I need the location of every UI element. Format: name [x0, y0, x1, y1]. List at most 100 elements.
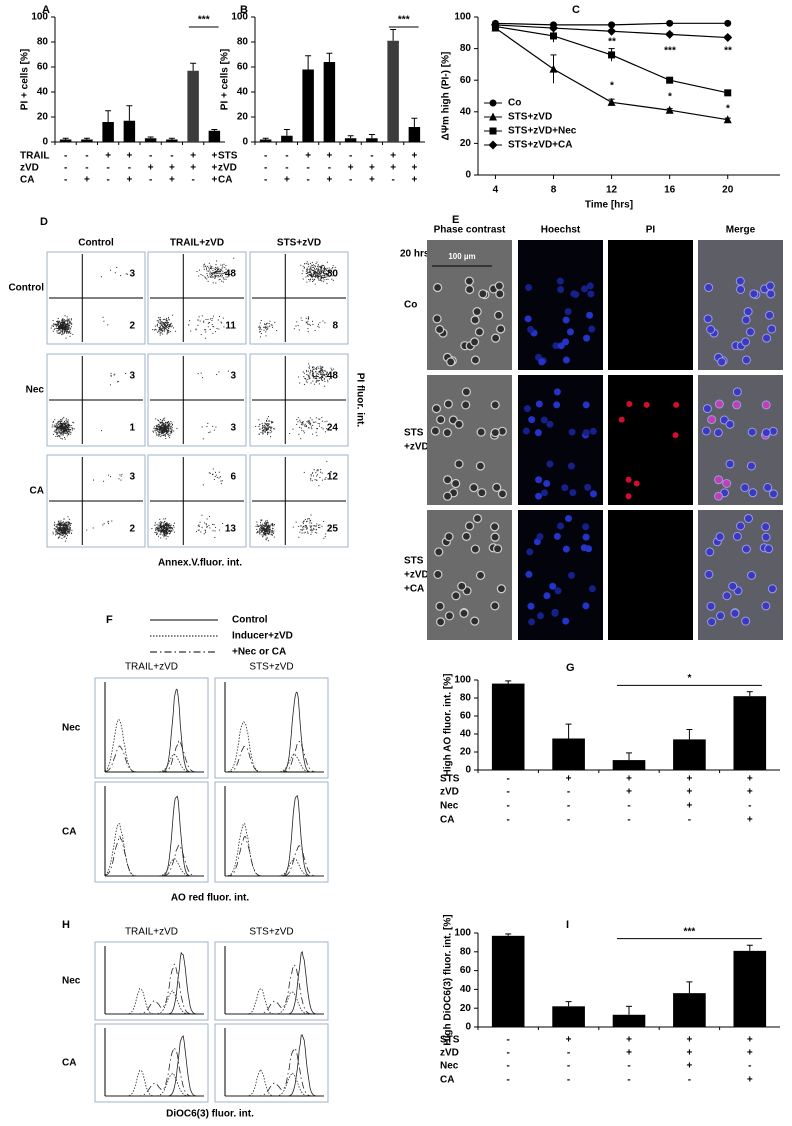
- cell: [461, 531, 472, 541]
- dot: [159, 533, 161, 535]
- dot: [158, 420, 160, 422]
- condition-sign: +: [747, 1035, 753, 1046]
- dot: [61, 327, 63, 329]
- histogram-curve: [225, 740, 324, 773]
- dot: [264, 523, 266, 525]
- dot: [306, 421, 308, 423]
- cell: [461, 400, 471, 410]
- dot: [317, 274, 319, 276]
- dot: [168, 529, 170, 531]
- dot: [64, 526, 66, 528]
- condition-sign: -: [264, 163, 267, 174]
- dot: [66, 425, 68, 427]
- dot: [167, 525, 169, 527]
- dot: [295, 325, 297, 327]
- dot: [225, 271, 227, 273]
- dot: [324, 374, 326, 376]
- dot: [70, 431, 72, 433]
- dot: [63, 416, 65, 418]
- dot: [166, 525, 168, 527]
- nucleus: [585, 545, 593, 553]
- dot: [325, 273, 327, 275]
- dot: [316, 368, 318, 370]
- dot: [218, 471, 220, 473]
- dot: [169, 325, 171, 327]
- dot: [162, 431, 164, 433]
- dot: [51, 325, 53, 327]
- dot: [260, 520, 262, 522]
- dot: [316, 275, 318, 277]
- dot: [262, 426, 264, 428]
- dot: [67, 535, 69, 537]
- x-tick-label: 4: [493, 185, 499, 196]
- dot: [161, 427, 163, 429]
- dot: [163, 326, 165, 328]
- dot: [320, 272, 322, 274]
- dot: [59, 523, 61, 525]
- dot: [159, 526, 161, 528]
- condition-sign: +: [369, 163, 375, 174]
- cell: [464, 284, 475, 295]
- dot: [325, 276, 327, 278]
- dot: [160, 324, 162, 326]
- dot: [118, 380, 120, 382]
- dot: [159, 529, 161, 531]
- condition-sign: +: [169, 175, 175, 186]
- dot: [292, 428, 294, 430]
- dot: [51, 426, 53, 428]
- row-header: Co: [404, 300, 417, 311]
- dot: [264, 525, 266, 527]
- dot: [307, 328, 309, 330]
- dot: [56, 327, 58, 329]
- condition-sign: -: [285, 151, 288, 162]
- dot: [160, 433, 162, 435]
- dot: [63, 329, 65, 331]
- dot: [64, 529, 66, 531]
- dot: [61, 319, 63, 321]
- micrograph: [698, 240, 783, 370]
- dot: [65, 429, 67, 431]
- dot: [164, 424, 166, 426]
- dot: [308, 367, 310, 369]
- dot: [267, 529, 269, 531]
- dot: [221, 480, 223, 482]
- dot: [316, 428, 318, 430]
- dot: [64, 534, 66, 536]
- dot: [208, 270, 210, 272]
- dot: [61, 326, 63, 328]
- condition-sign: -: [85, 151, 88, 162]
- merged-cell: [764, 544, 774, 554]
- condition-sign: +: [411, 151, 417, 162]
- dot: [304, 426, 306, 428]
- dot: [167, 426, 169, 428]
- dot: [303, 430, 305, 432]
- dot: [170, 527, 172, 529]
- dot: [62, 522, 64, 524]
- dot: [167, 428, 169, 430]
- dot: [267, 427, 269, 429]
- condition-sign: -: [64, 175, 67, 186]
- dot: [264, 531, 266, 533]
- dot: [308, 270, 310, 272]
- merged-cell: [732, 531, 742, 541]
- dot: [323, 273, 325, 275]
- condition-sign: -: [106, 163, 109, 174]
- dot: [316, 435, 318, 437]
- dot-cloud: [50, 266, 128, 339]
- dot: [219, 476, 221, 478]
- dot: [324, 273, 326, 275]
- dot: [163, 324, 165, 326]
- row-header: CA: [62, 827, 76, 838]
- dot: [59, 533, 61, 535]
- dot: [320, 278, 322, 280]
- dot: [156, 426, 158, 428]
- dot: [154, 328, 156, 330]
- dot: [310, 276, 312, 278]
- dot: [329, 275, 331, 277]
- dot: [212, 272, 214, 274]
- data-point: [723, 33, 733, 43]
- dot: [302, 421, 304, 423]
- dot: [307, 268, 309, 270]
- dot: [62, 417, 64, 419]
- dot: [298, 433, 300, 435]
